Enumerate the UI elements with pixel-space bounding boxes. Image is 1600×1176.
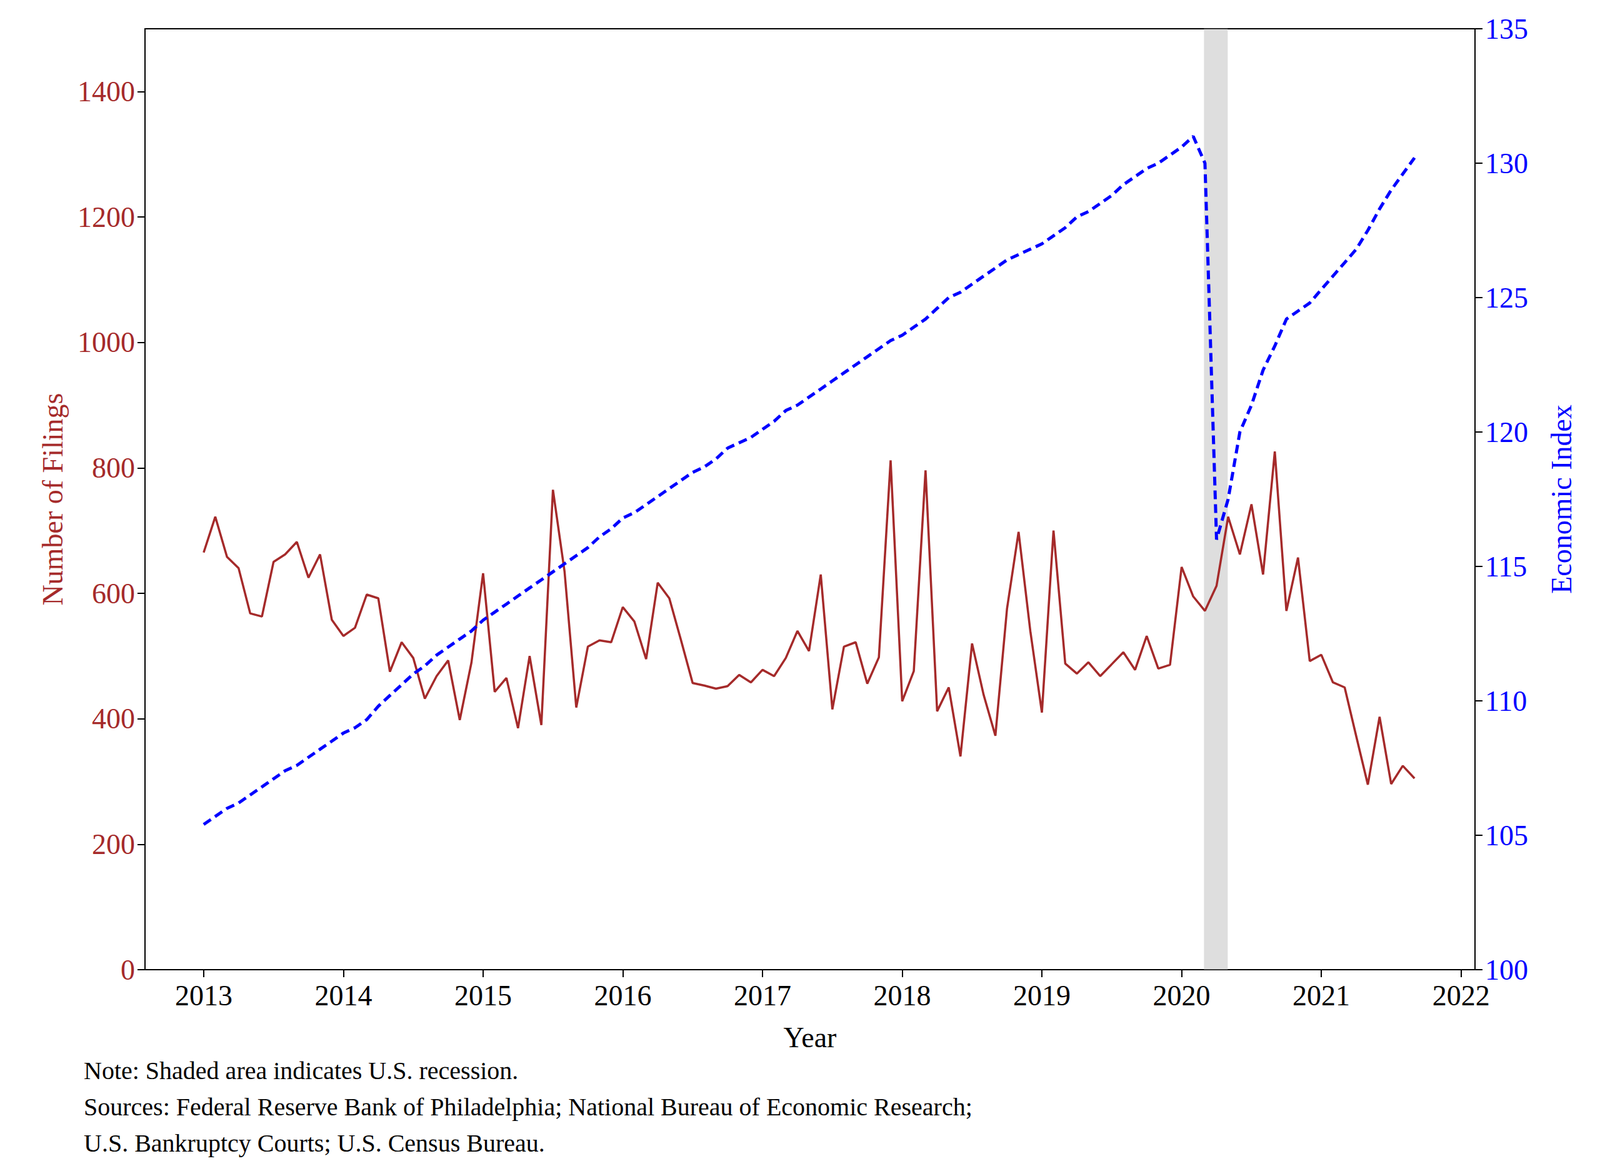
svg-text:Economic Index: Economic Index: [1545, 404, 1578, 594]
svg-text:2017: 2017: [733, 979, 792, 1012]
svg-text:2016: 2016: [593, 979, 652, 1012]
svg-text:2014: 2014: [314, 979, 372, 1012]
svg-text:120: 120: [1485, 416, 1529, 449]
svg-text:1400: 1400: [77, 75, 135, 108]
svg-text:0: 0: [120, 953, 135, 986]
svg-text:125: 125: [1485, 281, 1529, 314]
svg-text:1000: 1000: [77, 326, 135, 359]
svg-text:2018: 2018: [873, 979, 932, 1012]
svg-text:2022: 2022: [1432, 979, 1490, 1012]
svg-text:115: 115: [1485, 550, 1527, 583]
svg-text:135: 135: [1485, 13, 1529, 45]
svg-text:Number of Filings: Number of Filings: [36, 393, 69, 606]
svg-text:600: 600: [91, 577, 135, 610]
svg-text:200: 200: [91, 828, 135, 860]
svg-text:100: 100: [1485, 953, 1529, 986]
svg-text:Year: Year: [783, 1021, 837, 1054]
svg-text:2021: 2021: [1292, 979, 1350, 1012]
svg-text:2013: 2013: [175, 979, 233, 1012]
svg-text:Sources: Federal Reserve Bank: Sources: Federal Reserve Bank of Philade…: [83, 1092, 973, 1121]
svg-text:400: 400: [91, 702, 135, 735]
svg-text:1200: 1200: [77, 201, 135, 234]
svg-text:U.S. Bankruptcy Courts; U.S. C: U.S. Bankruptcy Courts; U.S. Census Bure…: [83, 1128, 545, 1157]
svg-text:2020: 2020: [1153, 979, 1211, 1012]
svg-text:105: 105: [1485, 819, 1529, 852]
svg-text:2015: 2015: [454, 979, 512, 1012]
svg-text:130: 130: [1485, 147, 1529, 180]
svg-text:2019: 2019: [1013, 979, 1071, 1012]
svg-text:Note: Shaded area indicates U.: Note: Shaded area indicates U.S. recessi…: [83, 1056, 519, 1085]
svg-text:800: 800: [91, 451, 135, 484]
svg-text:110: 110: [1485, 685, 1527, 717]
